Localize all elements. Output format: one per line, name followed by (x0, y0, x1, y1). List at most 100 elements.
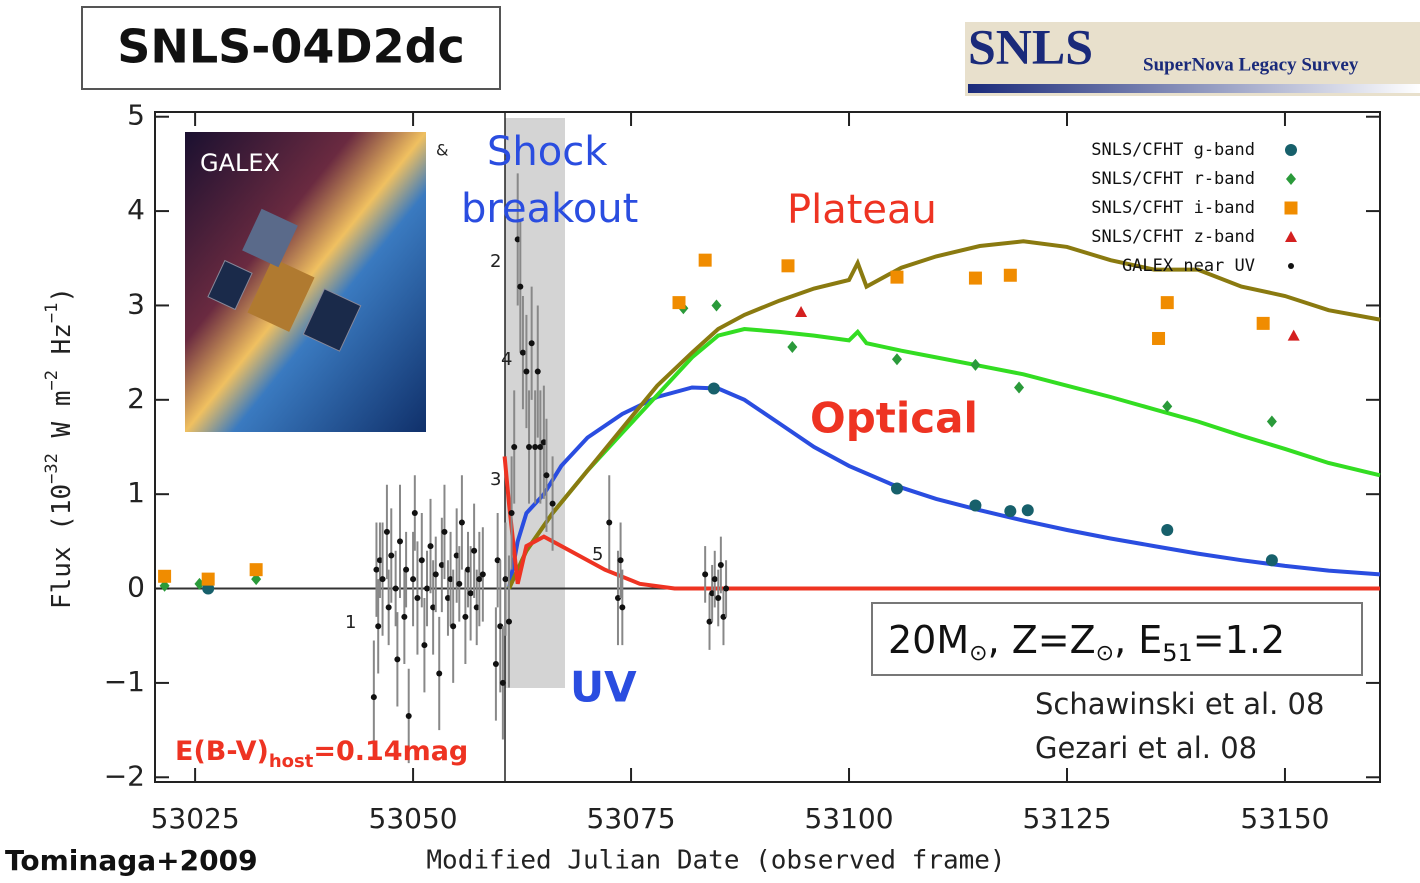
inset-label: GALEX (200, 149, 280, 177)
point (523, 368, 530, 375)
point (511, 444, 518, 450)
point (707, 382, 720, 395)
legend-label: SNLS/CFHT i-band (1091, 198, 1255, 218)
point (476, 576, 483, 583)
logo-subtitle: SuperNova Legacy Survey (1143, 54, 1359, 75)
point (540, 439, 547, 446)
logo-bar (968, 84, 1420, 93)
point (383, 528, 390, 535)
point (410, 576, 417, 583)
point (717, 561, 724, 568)
x-tick-label: 53075 (587, 802, 676, 835)
point (698, 253, 712, 267)
point (453, 552, 460, 559)
point (711, 299, 722, 312)
point (405, 712, 412, 719)
point (517, 283, 524, 290)
point (467, 590, 474, 597)
x-tick-label: 53150 (1240, 802, 1329, 835)
point (526, 444, 533, 450)
point (619, 604, 626, 611)
point (969, 499, 982, 512)
point (519, 349, 526, 356)
point (447, 576, 454, 583)
point (1161, 524, 1174, 537)
point (606, 519, 613, 526)
point (1287, 329, 1300, 341)
model-curve (507, 239, 1381, 590)
model-box (871, 602, 1363, 676)
point (411, 510, 418, 517)
point (471, 547, 478, 554)
point (499, 679, 506, 686)
point (702, 571, 709, 578)
y-tick-label: 4 (127, 193, 145, 226)
point (502, 576, 509, 583)
annotation: 5 (592, 544, 603, 565)
point (427, 543, 434, 550)
point (795, 306, 808, 318)
point (394, 656, 401, 663)
annotation: UV (570, 663, 637, 712)
point (1152, 331, 1166, 345)
point (492, 661, 499, 668)
point (1014, 381, 1025, 394)
point (532, 444, 539, 450)
point (424, 585, 431, 592)
point (706, 618, 713, 625)
x-axis-label: Modified Julian Date (observed frame) (426, 846, 1005, 876)
y-tick-label: 2 (127, 382, 145, 415)
point (376, 557, 383, 564)
annotation: Shock (487, 129, 608, 175)
point (890, 270, 904, 284)
annotation: 1 (345, 612, 356, 633)
point (1265, 554, 1278, 567)
point (720, 613, 727, 620)
point (709, 590, 716, 597)
point (473, 604, 480, 611)
point (370, 694, 377, 701)
point (403, 566, 410, 573)
point (379, 576, 386, 583)
legend-marker (1288, 263, 1294, 269)
point (436, 670, 443, 677)
credit: Tominaga+2009 (5, 844, 258, 877)
y-tick-label: 1 (127, 476, 145, 509)
point (787, 340, 798, 353)
x-tick-label: 53125 (1022, 802, 1111, 835)
point (401, 613, 408, 620)
point (465, 566, 472, 573)
x-tick-label: 53025 (151, 802, 240, 835)
annotation: 3 (490, 469, 501, 490)
model-curve (507, 326, 1381, 590)
point (534, 368, 541, 375)
point (715, 594, 722, 601)
point (392, 585, 399, 592)
point (385, 604, 392, 611)
point (711, 576, 718, 583)
point (441, 528, 448, 535)
point (444, 594, 451, 601)
point (462, 613, 469, 620)
point (1266, 415, 1277, 428)
point (970, 358, 981, 371)
y-tick-label: −2 (104, 759, 145, 792)
point (890, 482, 903, 495)
point (891, 353, 902, 366)
point (418, 557, 425, 564)
annotation: 2 (490, 251, 501, 272)
point (723, 585, 730, 592)
point (617, 557, 624, 564)
point (672, 296, 686, 310)
point (373, 566, 380, 573)
point (505, 618, 512, 625)
point (508, 510, 515, 517)
logo-name: SNLS (968, 18, 1093, 74)
legend-marker (1284, 201, 1298, 215)
point (514, 236, 521, 243)
x-tick-label: 53050 (369, 802, 458, 835)
point (968, 271, 982, 285)
point (458, 519, 465, 526)
y-tick-label: −1 (104, 665, 145, 698)
